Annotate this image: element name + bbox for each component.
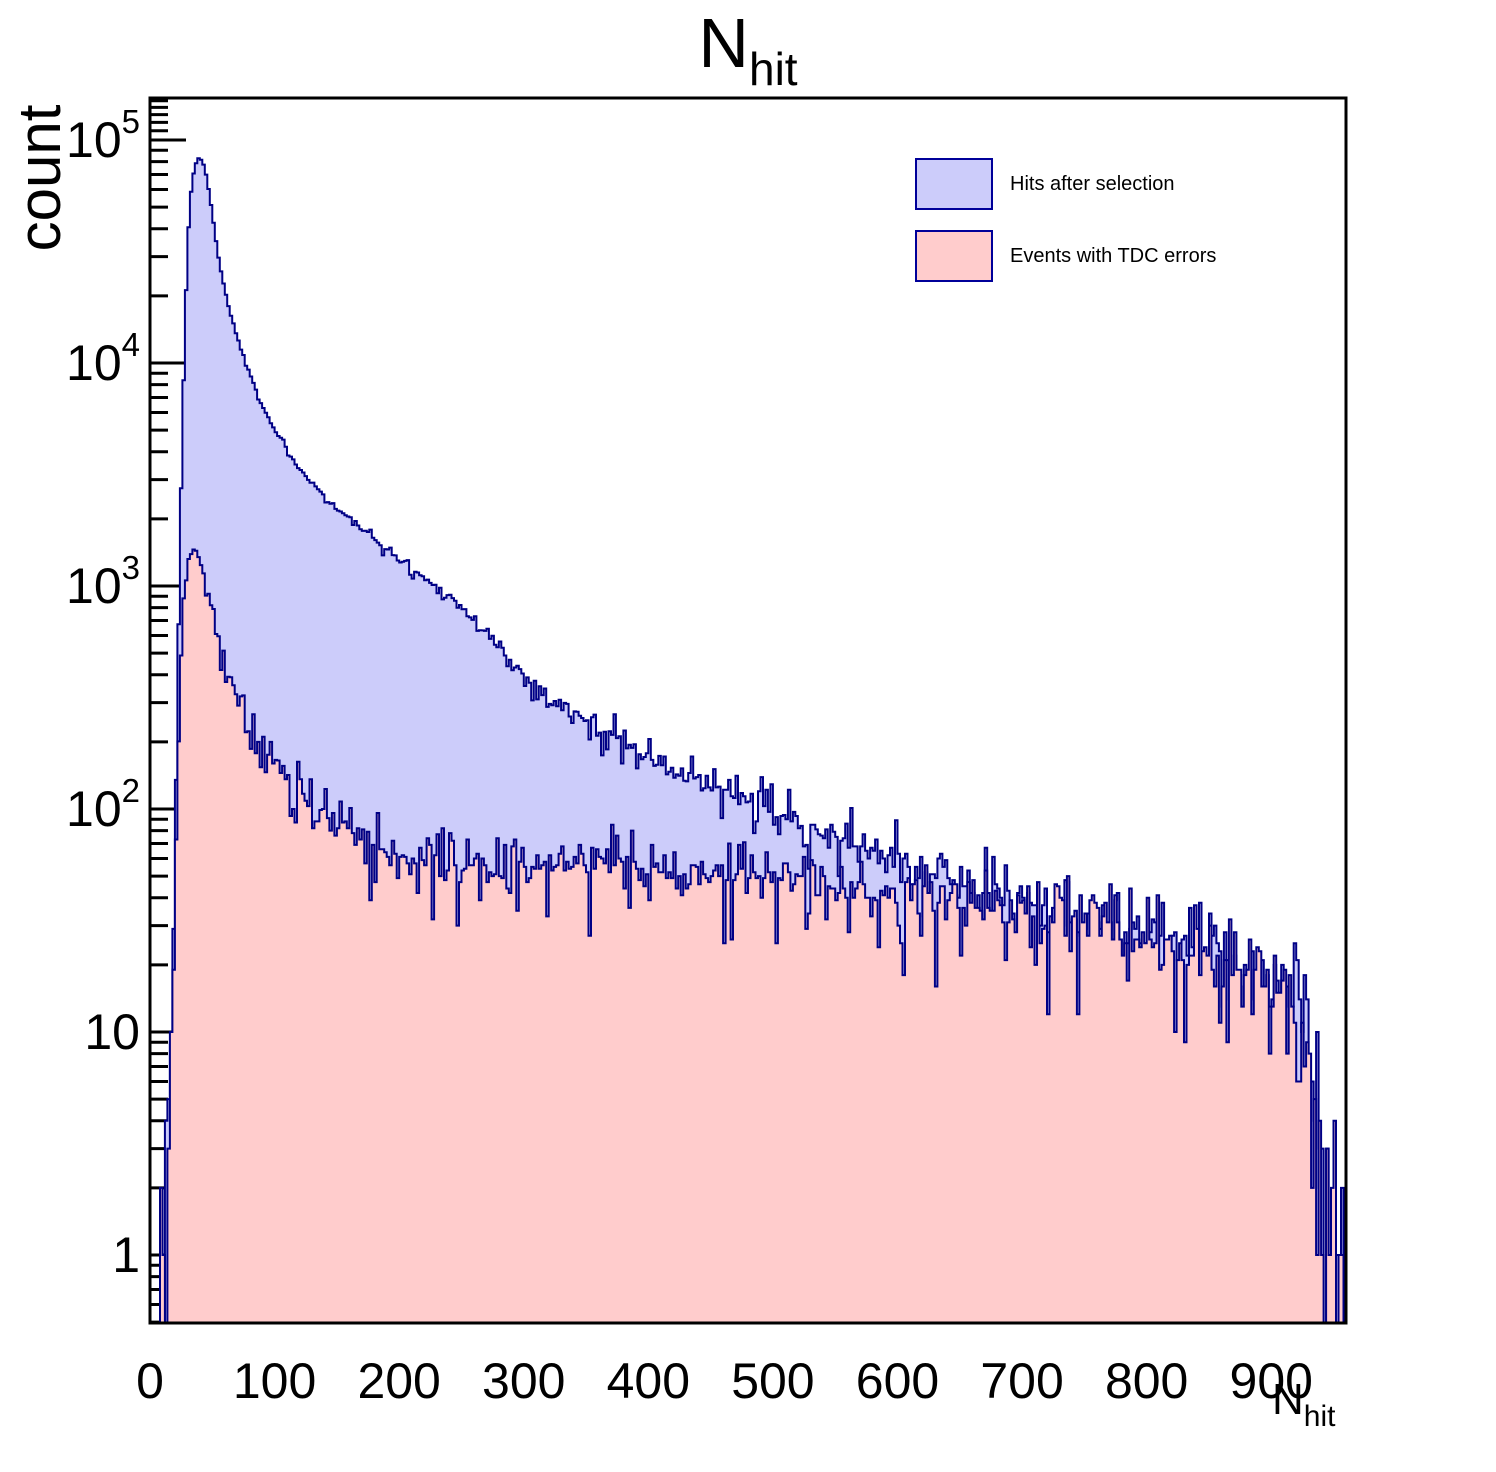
x-tick-label: 800 (1105, 1353, 1188, 1409)
plot-frame (148, 96, 1348, 1325)
y-tick-label: 105 (66, 103, 140, 168)
legend-swatch-blue (915, 158, 993, 210)
x-title-subscript: hit (1303, 1400, 1336, 1433)
x-tick-label: 400 (607, 1353, 690, 1409)
legend-item-hits-after-selection: Hits after selection (915, 158, 1175, 210)
x-axis-title: Nhit (1272, 1378, 1335, 1432)
y-tick-label: 104 (66, 326, 140, 391)
tdc-errors-histogram (159, 548, 1345, 1324)
x-tick-label: 900 (1230, 1353, 1313, 1409)
x-tick-label: 600 (856, 1353, 939, 1409)
legend-label: Events with TDC errors (1010, 244, 1217, 267)
title-subscript: hit (748, 43, 798, 95)
y-tick-label: 10 (84, 1004, 140, 1060)
legend-label: Hits after selection (1010, 172, 1175, 195)
y-tick-label: 1 (112, 1227, 140, 1283)
x-tick-label: 200 (357, 1353, 440, 1409)
page-title: Nhit (0, 8, 1496, 92)
y-axis-title: count (6, 104, 73, 252)
y-tick-label: 102 (66, 772, 140, 837)
legend-item-tdc-errors: Events with TDC errors (915, 230, 1216, 282)
title-base: N (698, 4, 749, 82)
x-title-base: N (1272, 1375, 1304, 1424)
x-tick-label: 0 (136, 1353, 164, 1409)
x-tick-label: 100 (233, 1353, 316, 1409)
x-tick-label: 300 (482, 1353, 565, 1409)
legend-swatch-pink (915, 230, 993, 282)
x-tick-label: 500 (731, 1353, 814, 1409)
x-tick-label: 700 (980, 1353, 1063, 1409)
y-tick-label: 103 (66, 549, 140, 614)
